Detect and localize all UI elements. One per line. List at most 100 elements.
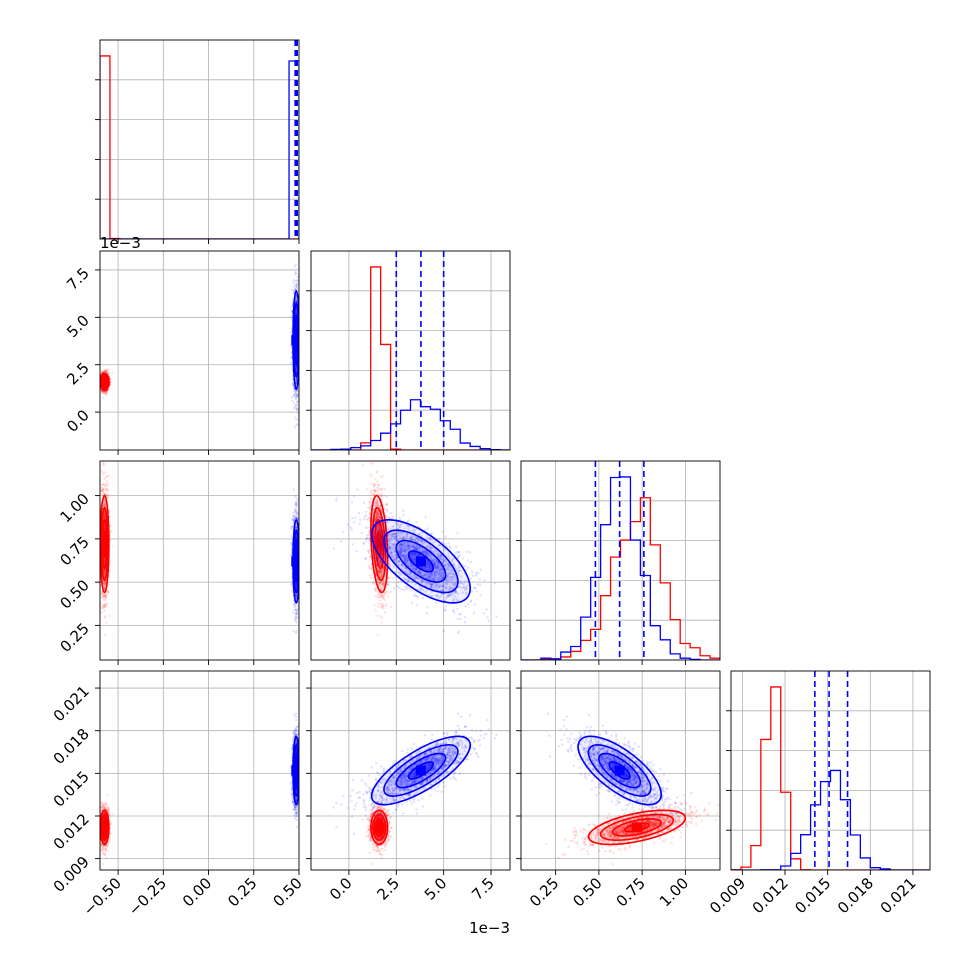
scatter-point — [299, 372, 301, 374]
scatter-point — [102, 594, 105, 597]
scatter-point — [103, 586, 106, 589]
scatter-point — [103, 515, 106, 518]
scatter-point — [101, 596, 105, 600]
scatter-point — [101, 493, 104, 496]
scatter-point — [295, 394, 299, 397]
scatter-point — [109, 383, 112, 387]
panel-1-0: 0.02.55.07.51e−3 — [63, 234, 302, 455]
scatter-point — [295, 310, 298, 314]
scatter-point — [101, 370, 104, 374]
scatter-point — [295, 594, 298, 597]
scatter-point — [101, 390, 104, 393]
scatter-point — [103, 515, 107, 518]
scatter-point — [295, 365, 298, 368]
scatter-point — [102, 604, 106, 608]
scatter-point — [100, 389, 103, 393]
scatter-point — [292, 519, 296, 522]
scatter-point — [103, 588, 106, 592]
scatter-point — [105, 621, 108, 624]
scatter-point — [300, 330, 302, 332]
scatter-point — [101, 594, 105, 597]
scatter-point — [103, 462, 106, 465]
scatter-point — [97, 534, 99, 536]
scatter-point — [108, 510, 111, 513]
scatter-point — [103, 501, 107, 505]
scatter-point — [105, 475, 108, 478]
scatter-point — [292, 406, 296, 410]
scatter-point — [297, 281, 299, 285]
scatter-point — [103, 505, 106, 508]
scatter-point — [105, 603, 109, 606]
scatter-point — [296, 512, 299, 516]
scatter-point — [100, 611, 103, 614]
scatter-point — [104, 599, 107, 602]
scatter-point — [300, 321, 302, 323]
scatter-point — [292, 393, 296, 397]
scatter-point — [100, 489, 103, 492]
scatter-point — [294, 364, 298, 368]
scatter-point — [97, 382, 99, 384]
scatter-point — [103, 392, 106, 396]
scatter-point — [102, 581, 106, 584]
scatter-point — [103, 603, 106, 606]
scatter-point — [292, 402, 296, 405]
scatter-point — [103, 515, 107, 518]
scatter-point — [293, 393, 296, 397]
scatter-point — [106, 368, 109, 371]
scatter-point — [97, 499, 99, 501]
scatter-point — [294, 609, 298, 612]
scatter-point — [299, 553, 301, 555]
scatter-point — [103, 594, 106, 597]
scatter-point — [103, 569, 107, 572]
scatter-point — [104, 390, 108, 393]
scatter-point — [104, 485, 107, 488]
scatter-point — [294, 404, 298, 407]
scatter-point — [294, 298, 298, 302]
scatter-point — [102, 570, 106, 574]
scatter-point — [295, 300, 298, 303]
scatter-point — [104, 582, 107, 585]
scatter-point — [102, 463, 105, 467]
scatter-point — [106, 370, 109, 374]
scatter-point — [294, 407, 298, 411]
scatter-point — [295, 389, 298, 393]
scatter-point — [101, 390, 105, 394]
scatter-point — [103, 569, 106, 572]
scatter-point — [289, 527, 293, 530]
scatter-point — [100, 486, 104, 489]
scatter-point — [103, 568, 106, 572]
scatter-point — [109, 524, 112, 527]
scatter-point — [102, 514, 106, 517]
scatter-point — [104, 483, 107, 487]
panel-frame — [99, 250, 300, 451]
scatter-point — [103, 568, 107, 571]
y-tick-label: 2.5 — [63, 359, 93, 389]
scatter-point — [103, 502, 106, 506]
scatter-point — [101, 390, 104, 393]
scatter-point — [107, 474, 110, 478]
scatter-point — [102, 570, 106, 573]
scatter-point — [101, 605, 105, 608]
scatter-point — [103, 528, 106, 531]
scatter-point — [292, 611, 295, 614]
panel-1-1 — [306, 250, 511, 455]
histogram-0 — [311, 266, 510, 450]
scatter-point — [105, 480, 109, 483]
scatter-point — [289, 361, 293, 365]
scatter-point — [291, 629, 295, 633]
scatter-point — [103, 504, 106, 508]
scatter-point — [106, 493, 109, 497]
scatter-point — [103, 504, 106, 508]
scatter-point — [104, 605, 107, 608]
scatter-point — [105, 489, 109, 493]
scatter-point — [97, 380, 99, 382]
scatter-point — [97, 382, 99, 384]
scatter-point — [109, 380, 112, 384]
scatter-point — [295, 366, 298, 370]
scatter-point — [102, 492, 106, 496]
scatter-point — [294, 380, 298, 383]
scatter-point — [103, 499, 106, 503]
scatter-point — [102, 396, 105, 400]
scatter-point — [98, 524, 100, 526]
scatter-point — [103, 368, 106, 371]
